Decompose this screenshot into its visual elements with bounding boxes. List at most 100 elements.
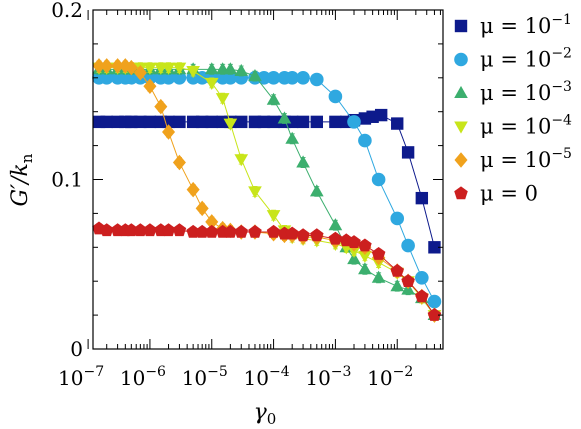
series-6 [92,221,442,321]
series-1 [92,108,441,254]
data-point [143,78,157,95]
data-point [401,274,415,287]
legend-entry-5: μ = 10−5 [454,146,572,172]
legend-entry-2: μ = 10−2 [454,46,572,72]
data-point [186,224,200,238]
legend-entry-4: μ = 10−4 [454,113,572,139]
data-point [428,241,441,254]
legend-entry-3: μ = 10−3 [454,79,572,105]
x-tick-label: 10−3 [305,364,351,390]
data-point [296,115,310,129]
data-point [248,68,262,82]
data-point [285,131,300,144]
data-point [172,223,187,237]
data-point [358,262,372,275]
data-point [92,58,106,74]
data-point [285,226,299,240]
legend-entry-1: μ = 10−1 [454,12,572,38]
data-point [215,93,230,106]
data-point [266,92,281,105]
data-point [328,89,343,104]
y-axis-label: G′/kn [8,153,36,206]
legend-marker [454,52,468,67]
data-point [296,228,310,242]
data-point [234,224,249,238]
x-axis-label: γ0 [254,400,277,428]
data-point [328,218,343,231]
data-point [235,115,248,129]
data-point [248,186,262,199]
data-point [223,71,238,85]
data-point [161,62,176,75]
data-point [133,223,148,237]
legend-label: μ = 10−4 [480,113,572,139]
data-point [99,223,114,237]
data-point [415,271,429,285]
data-point [111,58,125,74]
data-point [143,223,157,237]
series-line [98,228,435,316]
data-point [310,228,324,242]
data-point [205,214,219,230]
data-point [205,115,218,129]
data-point [133,64,147,81]
data-point [161,223,176,237]
data-point [99,71,114,85]
legend-marker [454,186,468,200]
legend: μ = 10−1 μ = 10−2 μ = 10−3 μ = 10−4 μ = 10−5… [454,12,572,206]
axes-layer: 10−7 10−6 10−5 10−4 10−3 10−2 0 0.1 0.2 [51,0,444,390]
data-point [154,98,168,115]
data-point [390,279,405,292]
data-point [401,238,415,253]
plot-frame [92,9,444,350]
data-point [371,172,386,187]
data-point [347,115,361,129]
data-point [257,115,271,129]
data-point [391,117,404,130]
data-point [358,133,372,148]
data-point [285,115,299,129]
series-2 [92,71,442,309]
data-point [143,115,157,129]
data-point [195,224,209,238]
legend-label: μ = 10−1 [480,12,572,38]
data-point [427,294,442,309]
data-point [172,62,187,75]
data-point [371,246,386,260]
data-point [257,71,271,85]
data-point [204,224,219,238]
data-point [266,224,281,238]
data-point [309,184,324,197]
data-point [309,72,324,87]
data-point [347,252,361,265]
data-point [358,250,372,263]
legend-entry-6: μ = 0 [454,182,538,206]
data-point [347,235,361,248]
data-point [390,263,405,277]
x-tick-label: 10−2 [367,364,413,390]
data-point [195,115,209,129]
x-tick-label: 10−4 [244,364,290,390]
data-point [371,270,386,283]
y-tick-label: 0 [70,337,83,361]
x-tick-label: 10−7 [58,364,104,390]
data-point [223,224,238,238]
series-4 [92,62,442,323]
data-point [415,191,429,205]
data-point [172,154,186,171]
data-point [234,63,249,76]
data-point [415,289,429,303]
y-tick-label: 0.2 [51,0,83,22]
legend-marker [454,19,468,33]
data-point [310,115,323,129]
legend-marker [454,152,468,168]
series-5 [92,58,441,323]
data-point [134,115,147,129]
data-point [195,200,209,217]
data-point [296,71,310,85]
data-point [277,111,292,124]
y-tick-label: 0.1 [51,168,83,192]
x-tick-label: 10−5 [182,364,228,390]
data-point [162,115,175,129]
